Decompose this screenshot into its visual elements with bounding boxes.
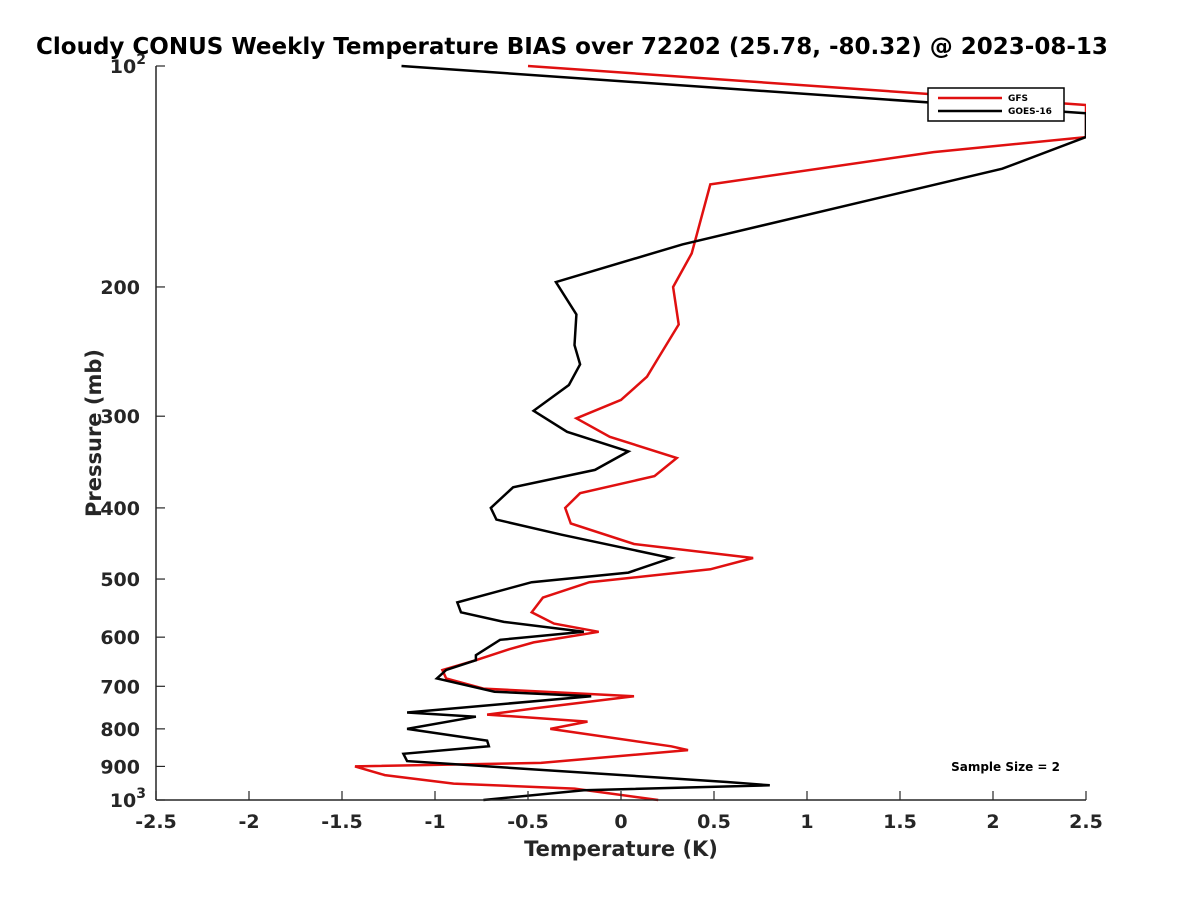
y-tick-label: 600 [100,627,140,649]
x-tick-label: -1 [424,811,445,833]
legend-label-goes16: GOES-16 [1008,107,1052,117]
y-tick-label: 800 [100,719,140,741]
x-tick-label: -1.5 [321,811,363,833]
x-tick-label: 0.5 [697,811,731,833]
x-tick-label: -2 [238,811,259,833]
x-tick-label: -2.5 [135,811,177,833]
sample-size-annotation: Sample Size = 2 [951,760,1060,774]
y-tick-label: 200 [100,277,140,299]
y-tick-label: 300 [100,406,140,428]
legend: GFS GOES-16 [927,87,1065,122]
y-tick-label: 700 [100,676,140,698]
x-tick-label: 1.5 [883,811,917,833]
y-tick-label: 103 [110,786,146,812]
x-tick-label: -0.5 [507,811,549,833]
y-tick-label: 900 [100,756,140,778]
series-line-gfs [354,64,1086,802]
y-tick-label: 500 [100,569,140,591]
legend-box [927,87,1065,122]
x-tick-label: 1 [800,811,813,833]
plot-background [156,66,1086,800]
series-layer [354,64,1086,802]
y-axis-ticks: 102 200 300 400 500 600 700 800 900 103 [100,52,165,812]
x-tick-label: 2 [986,811,999,833]
chart-title: Cloudy CONUS Weekly Temperature BIAS ove… [36,34,1108,60]
y-tick-label: 400 [100,498,140,520]
y-axis-label: Pressure (mb) [82,349,106,517]
series-line-goes16 [401,64,1086,802]
x-tick-label: 2.5 [1069,811,1103,833]
x-axis-label: Temperature (K) [524,837,718,861]
legend-label-gfs: GFS [1008,94,1028,104]
x-tick-label: 0 [614,811,627,833]
y-tick-label: 102 [110,52,146,78]
x-axis-ticks: -2.5 -2 -1.5 -1 -0.5 0 0.5 1 1.5 2 2.5 [135,791,1103,833]
plot-area [156,66,1086,800]
